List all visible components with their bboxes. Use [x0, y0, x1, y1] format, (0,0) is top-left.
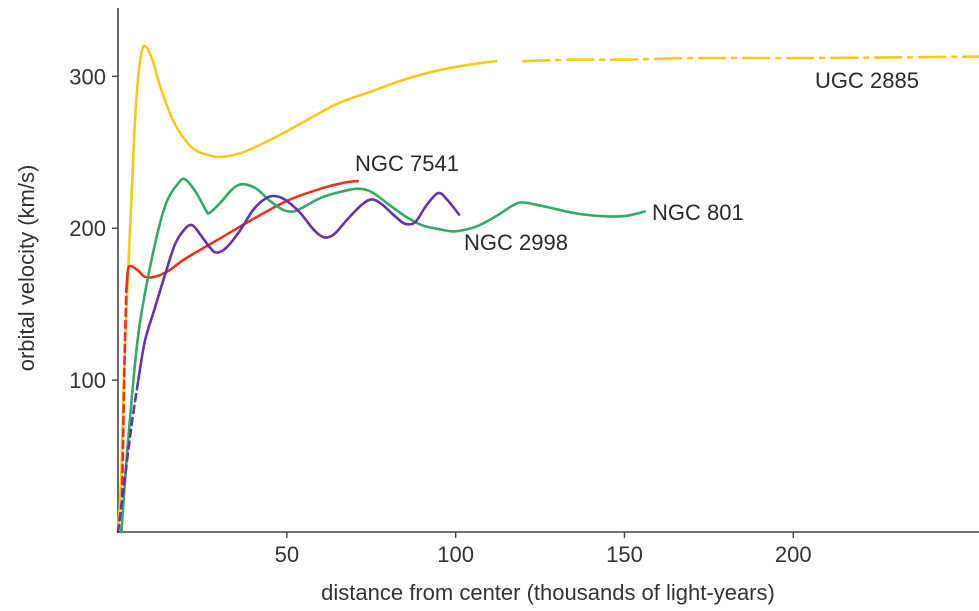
x-tick-label-150: 150 [606, 542, 643, 567]
series-label-ngc-2998: NGC 2998 [464, 230, 568, 255]
y-tick-label-300: 300 [69, 64, 106, 89]
series-label-ngc-7541: NGC 7541 [355, 151, 459, 176]
series-label-ugc-2885: UGC 2885 [815, 68, 919, 93]
x-tick-label-50: 50 [275, 542, 299, 567]
y-tick-label-200: 200 [69, 216, 106, 241]
series-labels: UGC 2885 NGC 7541 NGC 801 NGC 2998 [355, 68, 919, 255]
series-curves [116, 44, 979, 534]
y-axis-title: orbital velocity (km/s) [14, 165, 39, 372]
x-tick-label-200: 200 [775, 542, 812, 567]
series-line-ngc-2998-inner [116, 378, 140, 534]
x-axis-title: distance from center (thousands of light… [321, 580, 775, 605]
series-line-ngc-801 [120, 177, 646, 534]
axis-ticks: 50 100 150 200 100 200 300 [69, 64, 811, 567]
series-line-ngc-2998 [137, 191, 461, 382]
series-line-ugc-2885 [116, 44, 498, 534]
series-line-ngc-7541 [125, 179, 359, 291]
series-line-ugc-2885-extrapolated [521, 55, 979, 63]
x-tick-label-100: 100 [437, 542, 474, 567]
y-tick-label-100: 100 [69, 368, 106, 393]
series-label-ngc-801: NGC 801 [652, 200, 744, 225]
